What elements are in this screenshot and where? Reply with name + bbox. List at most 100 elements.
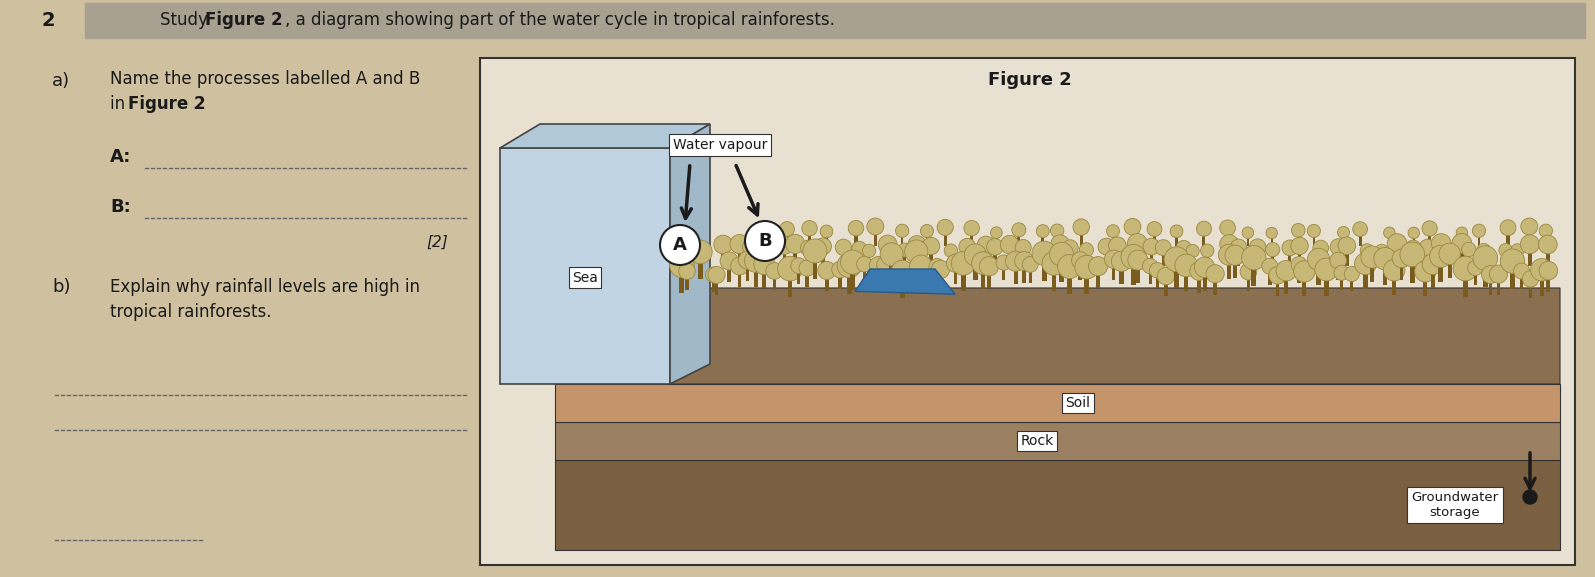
Circle shape <box>1290 237 1308 254</box>
Bar <box>1203 276 1207 291</box>
Circle shape <box>1176 254 1198 277</box>
Circle shape <box>1150 263 1164 278</box>
Circle shape <box>670 253 694 278</box>
Bar <box>842 254 845 266</box>
Bar <box>973 265 978 280</box>
Circle shape <box>1262 258 1278 274</box>
Polygon shape <box>670 124 710 384</box>
Bar <box>1477 237 1480 246</box>
Bar <box>1059 265 1064 282</box>
Circle shape <box>837 253 861 278</box>
Circle shape <box>1429 245 1451 268</box>
Circle shape <box>1241 263 1257 280</box>
Bar <box>1164 284 1168 296</box>
Bar <box>809 235 810 246</box>
Bar <box>1504 256 1507 266</box>
Bar <box>1069 255 1072 266</box>
Bar <box>1206 257 1209 266</box>
Bar <box>555 422 1560 460</box>
Bar <box>1298 254 1302 266</box>
Circle shape <box>1128 234 1147 253</box>
Bar <box>1156 277 1160 288</box>
Circle shape <box>1142 258 1158 273</box>
Circle shape <box>756 227 767 238</box>
Bar <box>1297 272 1300 283</box>
Circle shape <box>852 241 866 256</box>
Bar <box>1067 278 1072 294</box>
Circle shape <box>1147 222 1161 237</box>
Circle shape <box>920 224 933 238</box>
Bar <box>798 273 801 284</box>
Bar <box>1345 254 1349 266</box>
Bar <box>783 253 786 266</box>
Circle shape <box>866 218 884 235</box>
Circle shape <box>1333 265 1349 280</box>
Text: Figure 2: Figure 2 <box>206 11 282 29</box>
Bar <box>1459 252 1464 266</box>
Bar <box>1546 253 1550 266</box>
Circle shape <box>1051 224 1064 237</box>
Bar <box>1482 256 1485 266</box>
Bar <box>876 273 880 286</box>
Circle shape <box>758 235 777 254</box>
Circle shape <box>1361 243 1373 257</box>
Bar <box>793 253 798 266</box>
Text: Groundwater
storage: Groundwater storage <box>1412 491 1499 519</box>
Circle shape <box>880 243 903 266</box>
Bar <box>699 263 703 279</box>
Circle shape <box>898 243 912 257</box>
Circle shape <box>1415 261 1436 282</box>
Text: Figure 2: Figure 2 <box>989 71 1072 89</box>
Bar <box>1085 256 1088 266</box>
Circle shape <box>1124 219 1140 235</box>
Bar <box>1255 254 1260 266</box>
Bar <box>984 253 987 266</box>
Circle shape <box>1388 234 1407 253</box>
Circle shape <box>1075 256 1099 279</box>
Circle shape <box>895 224 909 237</box>
Circle shape <box>1375 244 1388 257</box>
Bar <box>890 265 893 281</box>
Bar <box>1343 238 1345 246</box>
Circle shape <box>1490 265 1507 283</box>
Bar <box>1198 279 1201 293</box>
Bar <box>1046 257 1050 266</box>
Bar <box>1302 281 1306 296</box>
Circle shape <box>831 261 849 278</box>
Circle shape <box>815 238 831 255</box>
Bar <box>1148 273 1152 284</box>
Bar <box>960 274 965 291</box>
Bar <box>855 235 858 246</box>
Circle shape <box>1080 243 1094 257</box>
Bar <box>1383 269 1388 284</box>
Bar <box>1359 235 1362 246</box>
Circle shape <box>1112 251 1131 271</box>
Bar <box>885 253 890 266</box>
Text: B:: B: <box>110 198 131 216</box>
Bar <box>1483 269 1488 287</box>
Bar <box>1161 255 1164 266</box>
Circle shape <box>1314 258 1338 281</box>
Bar <box>1337 254 1340 266</box>
Bar <box>1174 271 1179 288</box>
Circle shape <box>931 260 949 279</box>
Circle shape <box>979 257 998 276</box>
Bar <box>1319 255 1322 266</box>
Bar <box>825 237 828 246</box>
Circle shape <box>892 260 914 283</box>
Circle shape <box>719 252 738 270</box>
Bar <box>555 460 1560 550</box>
Circle shape <box>995 255 1011 270</box>
Circle shape <box>946 254 965 272</box>
Bar <box>901 237 903 246</box>
Circle shape <box>1249 239 1266 255</box>
Circle shape <box>1520 235 1539 254</box>
Circle shape <box>1345 267 1359 282</box>
Bar <box>812 262 817 279</box>
Circle shape <box>799 260 815 276</box>
Bar <box>788 280 793 297</box>
Polygon shape <box>855 269 955 294</box>
Circle shape <box>1292 223 1305 237</box>
Bar <box>1120 271 1123 284</box>
Circle shape <box>1050 242 1073 266</box>
